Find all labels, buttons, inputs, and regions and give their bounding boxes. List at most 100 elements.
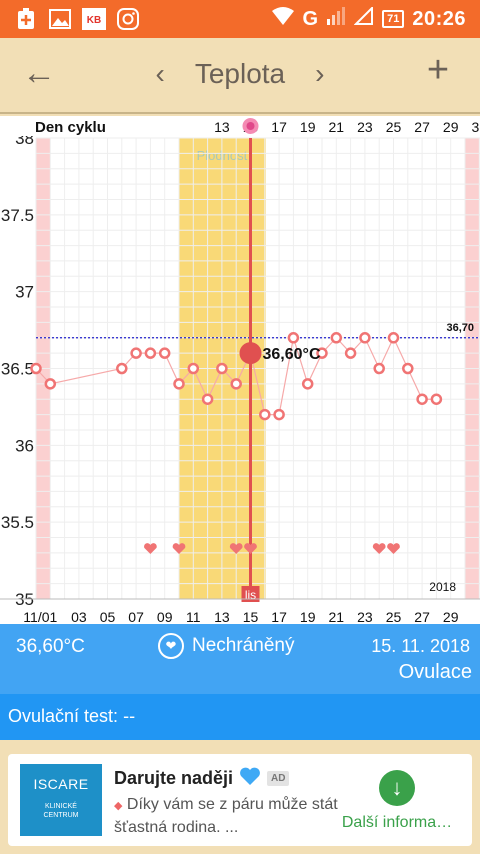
ad-logo-sub: KLINICKÉ CENTRUM [20, 802, 102, 820]
ad-cta-label: Další informa… [341, 814, 453, 831]
date-tick: 11 [186, 609, 201, 624]
data-point [359, 332, 371, 344]
kb-icon: KB [82, 7, 106, 31]
cycle-header [0, 116, 480, 136]
data-point [201, 393, 214, 405]
day-info-panel: 36,60°C ❤ Nechráněný 15. 11. 2018 Ovulac… [0, 624, 480, 694]
ad-title-row: Darujte naději AD [114, 766, 290, 791]
heart-icon [144, 543, 157, 554]
temperature-value: 36,60°C [16, 636, 85, 657]
ad-logo: ISCARE KLINICKÉ CENTRUM [20, 764, 102, 836]
ad-banner[interactable]: ISCARE KLINICKÉ CENTRUM Darujte naději A… [8, 754, 472, 846]
data-point [287, 332, 300, 344]
data-point [330, 332, 343, 344]
status-bar: KB G 71 20:26 [0, 0, 480, 38]
data-point [187, 362, 200, 375]
cycle-tick: 21 [329, 119, 345, 135]
date-tick: 07 [128, 609, 144, 624]
cycle-tick: 23 [357, 119, 373, 135]
cycle-tick: 17 [271, 119, 287, 135]
data-point [144, 347, 157, 359]
data-point [216, 362, 228, 375]
heart-icon [239, 766, 261, 791]
selected-value-label: 36,60°C [263, 346, 321, 363]
cycle-tick: 19 [300, 119, 316, 135]
wifi-icon [271, 6, 295, 32]
status-right-icons: G 71 20:26 [271, 5, 466, 32]
page-title: Teplota [194, 58, 286, 89]
heart-icon [387, 543, 400, 554]
ovulation-test-row[interactable]: Ovulační test: -- [0, 694, 480, 740]
chevron-right-icon[interactable]: › [315, 58, 325, 89]
ad-title: Darujte naději [114, 768, 234, 788]
ad-logo-sub2: CENTRUM [43, 812, 79, 819]
data-point [373, 362, 385, 375]
ad-logo-sub1: KLINICKÉ [45, 803, 77, 810]
toolbar: ← ‹ Teplota › + [0, 38, 480, 114]
instagram-icon [116, 7, 140, 31]
heart-icon [229, 543, 243, 554]
cycle-tick: 29 [443, 119, 459, 135]
flower-icon-center [246, 122, 255, 130]
arrow-left-icon[interactable]: ← [22, 54, 56, 92]
cycle-label: Den cyklu [35, 119, 106, 136]
date-tick: 23 [357, 609, 373, 624]
heart-icon [172, 543, 186, 554]
date-tick: 09 [157, 609, 173, 624]
title-nav: ‹ Teplota › [145, 54, 335, 94]
ad-description-text: Díky vám se z páru může stát šťastná rod… [114, 796, 338, 836]
data-point [430, 393, 443, 405]
date-tick: 05 [100, 609, 116, 624]
data-point [273, 408, 285, 421]
battery-indicator: 71 [382, 10, 405, 28]
ovulation-test-label: Ovulační test: [8, 706, 119, 726]
image-icon [48, 7, 72, 31]
data-point [301, 378, 314, 390]
date-tick: 29 [443, 609, 459, 624]
y-tick-label: 37 [15, 283, 34, 302]
coverline-label: 36,70 [446, 322, 474, 334]
signal-icon [326, 7, 346, 31]
plus-icon[interactable]: + [426, 49, 450, 91]
date-tick: 21 [329, 609, 345, 624]
protection-label: Nechráněný [192, 635, 295, 656]
data-point [402, 362, 414, 375]
selected-tag: lis [245, 588, 256, 602]
data-point [130, 347, 142, 359]
protection-status[interactable]: ❤ Nechráněný [158, 633, 294, 659]
date-tick: 25 [386, 609, 402, 624]
y-tick-label: 36.5 [1, 360, 34, 379]
y-tick-label: 35.5 [1, 513, 34, 532]
heart-icon: ❤ [158, 633, 184, 659]
date-tick: 15 [243, 609, 259, 624]
data-point [158, 347, 171, 359]
svg-text:KB: KB [87, 15, 101, 26]
date-tick: 11/01 [23, 609, 57, 624]
heart-icon [244, 543, 257, 554]
date-tick: 03 [71, 609, 87, 624]
data-point [259, 408, 271, 421]
network-type: G [302, 7, 319, 30]
status-left-icons: KB [14, 7, 140, 31]
y-tick-label: 37.5 [1, 206, 34, 225]
temperature-chart[interactable]: Plodnost 35 35.5 36 36.5 37 37.5 38 36,70 Den cyk… [0, 116, 480, 624]
signal-empty-icon [353, 5, 374, 31]
data-point [44, 378, 57, 390]
ad-cta-button[interactable]: ↓ Další informa… [332, 770, 462, 832]
cycle-tick: 31 [472, 119, 480, 135]
ad-badge: AD [267, 771, 290, 786]
heart-icon [372, 543, 386, 554]
cycle-tick: 27 [414, 119, 430, 135]
selected-tag-bg [241, 586, 260, 602]
selected-date: 15. 11. 2018 [371, 636, 470, 656]
data-point [344, 347, 357, 359]
date-tick: 19 [300, 609, 316, 624]
diamond-icon: ◆ [114, 800, 123, 812]
clock: 20:26 [412, 7, 466, 30]
date-tick: 17 [271, 609, 287, 624]
date-tick: 13 [214, 609, 230, 624]
chevron-left-icon[interactable]: ‹ [155, 58, 165, 89]
data-point [316, 347, 328, 359]
data-point [116, 362, 128, 375]
